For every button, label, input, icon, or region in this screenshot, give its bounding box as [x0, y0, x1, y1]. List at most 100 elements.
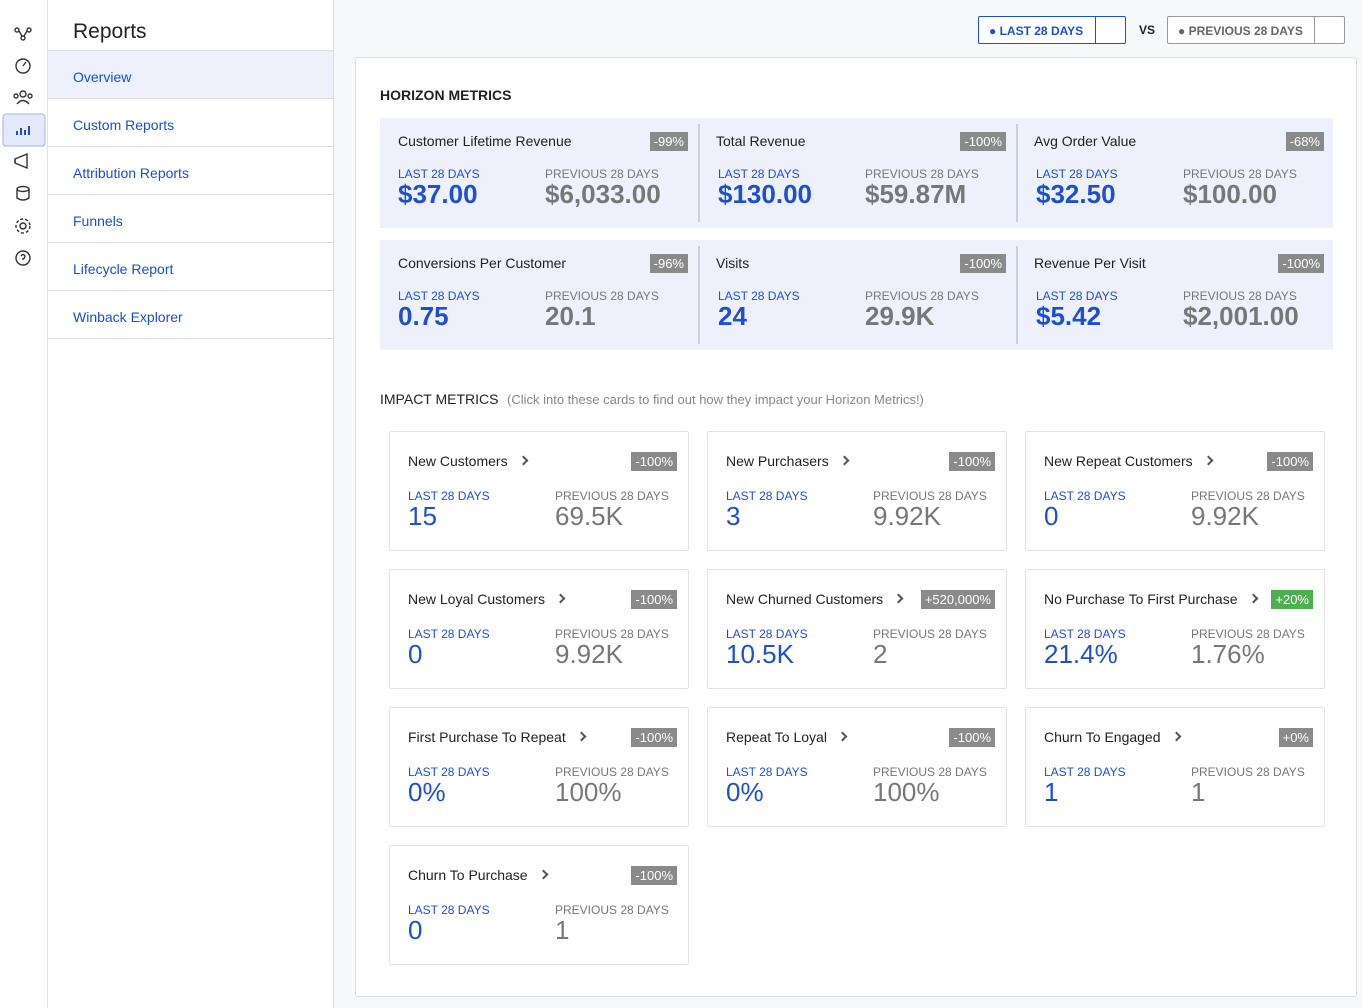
- previous-value: $59.87M: [865, 179, 967, 209]
- horizon-row: [380, 118, 1333, 228]
- nav-item[interactable]: Custom Reports: [48, 99, 333, 147]
- nav-item[interactable]: Winback Explorer: [48, 291, 333, 339]
- nav-item[interactable]: Funnels: [48, 195, 333, 243]
- metric-name: Churn To Engaged: [1044, 729, 1161, 745]
- impact-card[interactable]: New Churned Customers +520,000% LAST 28 DA…: [707, 569, 1007, 689]
- previous-label: PREVIOUS 28 DAYS: [545, 289, 659, 303]
- chevron: [1171, 731, 1182, 742]
- previous-label: PREVIOUS 28 DAYS: [865, 289, 979, 303]
- previous-value: 1: [555, 915, 570, 945]
- current-value: $5.42: [1036, 301, 1102, 331]
- previous-label: PREVIOUS 28 DAYS: [1183, 167, 1297, 181]
- current-label: LAST 28 DAYS: [726, 765, 808, 779]
- change-badge: -100%: [631, 452, 677, 471]
- horizon-card: Avg Order Value -68% LAST 28 DAYS PREVIOUS …: [1016, 124, 1334, 222]
- previous-value: 1: [1191, 777, 1206, 807]
- current-label: LAST 28 DAYS: [408, 903, 490, 917]
- metric-name: Visits: [716, 255, 750, 271]
- change-badge: -100%: [949, 728, 995, 747]
- horizon-card: Visits -100% LAST 28 DAYS PREVIOUS 28 DAYS 2…: [698, 246, 1016, 344]
- inner: LAST 28 DAYS PREVIOUS 28 DAYS $130.00 $59.8…: [700, 118, 1018, 228]
- impact-card[interactable]: No Purchase To First Purchase +20% LAST 28…: [1025, 569, 1325, 689]
- previous-label: PREVIOUS 28 DAYS: [873, 627, 987, 641]
- chevron: [893, 593, 904, 604]
- impact-card[interactable]: New Loyal Customers -100% LAST 28 DAYS PREV…: [389, 569, 689, 689]
- metric-name: New Purchasers: [726, 453, 829, 469]
- impact-card[interactable]: New Purchasers -100% LAST 28 DAYS PREVIOUS …: [707, 431, 1007, 551]
- inner: LAST 28 DAYS PREVIOUS 28 DAYS 0.75 20.1: [380, 240, 698, 350]
- current-value: 0%: [726, 777, 764, 807]
- change-badge: -100%: [631, 728, 677, 747]
- change-badge: -100%: [1267, 452, 1313, 471]
- previous-label: PREVIOUS 28 DAYS: [873, 765, 987, 779]
- impact-card[interactable]: Churn To Engaged +0% LAST 28 DAYS PREVIOUS …: [1025, 707, 1325, 827]
- metric-name: New Repeat Customers: [1044, 453, 1193, 469]
- impact-card[interactable]: First Purchase To Repeat -100% LAST 28 DAY…: [389, 707, 689, 827]
- metric-name: Revenue Per Visit: [1034, 255, 1146, 271]
- calendar-icon: [1095, 17, 1125, 43]
- horizon-card: Customer Lifetime Revenue -99% LAST 28 DAY…: [380, 118, 698, 228]
- current-label: LAST 28 DAYS: [408, 627, 490, 641]
- change-badge: -100%: [1278, 254, 1324, 273]
- sidebar-title: Reports: [73, 20, 147, 43]
- current-label: LAST 28 DAYS: [726, 627, 808, 641]
- change-badge: +20%: [1271, 590, 1313, 609]
- current-label: LAST 28 DAYS: [398, 167, 480, 181]
- nav-item[interactable]: Attribution Reports: [48, 147, 333, 195]
- change-badge: -99%: [649, 132, 688, 151]
- change-badge: -100%: [960, 132, 1006, 151]
- metric-name: First Purchase To Repeat: [408, 729, 566, 745]
- metric-name: Total Revenue: [716, 133, 806, 149]
- current-value: $130.00: [718, 179, 812, 209]
- current-value: 1: [1044, 777, 1059, 807]
- nav-item[interactable]: Lifecycle Report: [48, 243, 333, 291]
- current-label: LAST 28 DAYS: [1036, 167, 1118, 181]
- metric-name: Repeat To Loyal: [726, 729, 827, 745]
- previous-label: PREVIOUS 28 DAYS: [545, 167, 659, 181]
- current-value: 3: [726, 501, 741, 531]
- previous-value: 100%: [555, 777, 622, 807]
- impact-card[interactable]: New Repeat Customers -100% LAST 28 DAYS PRE…: [1025, 431, 1325, 551]
- impact-card[interactable]: Repeat To Loyal -100% LAST 28 DAYS PREVIOUS…: [707, 707, 1007, 827]
- current-value: 21.4%: [1044, 639, 1118, 669]
- change-badge: -100%: [960, 254, 1006, 273]
- section-title: IMPACT METRICS: [380, 391, 499, 407]
- inner: LAST 28 DAYS PREVIOUS 28 DAYS $37.00 $6,033…: [380, 118, 698, 228]
- metric-name: Conversions Per Customer: [398, 255, 567, 271]
- current-label: LAST 28 DAYS: [718, 289, 800, 303]
- previous-value: 9.92K: [873, 501, 941, 531]
- current-value: $37.00: [398, 179, 478, 209]
- metric-name: New Customers: [408, 453, 508, 469]
- previous-value: 69.5K: [555, 501, 623, 531]
- previous-period-button[interactable]: ● PREVIOUS 28 DAYS: [1167, 16, 1345, 44]
- inner: LAST 28 DAYS PREVIOUS 28 DAYS $32.50 $100.0…: [1018, 118, 1336, 228]
- divider: [48, 50, 333, 51]
- chevron: [837, 731, 848, 742]
- previous-value: 1.76%: [1191, 639, 1265, 669]
- impact-card[interactable]: Churn To Purchase -100% LAST 28 DAYS PREVIO…: [389, 845, 689, 965]
- rail-icons: [2, 27, 46, 266]
- impact-card[interactable]: New Customers -100% LAST 28 DAYS PREVIOUS 2…: [389, 431, 689, 551]
- current-value: 15: [408, 501, 437, 531]
- previous-label: PREVIOUS 28 DAYS: [865, 167, 979, 181]
- previous-label: PREVIOUS 28 DAYS: [1191, 489, 1305, 503]
- chevron: [555, 593, 566, 604]
- previous-value: 20.1: [545, 301, 596, 331]
- current-period-button[interactable]: ● LAST 28 DAYS: [978, 16, 1126, 44]
- current-value: 10.5K: [726, 639, 794, 669]
- sidebar: Reports Overview Custom Reports Attributio…: [48, 0, 334, 1008]
- previous-label: PREVIOUS 28 DAYS: [555, 489, 669, 503]
- nav-item[interactable]: Overview: [48, 51, 333, 99]
- chevron: [518, 455, 529, 466]
- current-label: LAST 28 DAYS: [718, 167, 800, 181]
- horizon-card: Conversions Per Customer -96% LAST 28 DAYS…: [380, 240, 698, 350]
- current-value: $32.50: [1036, 179, 1116, 209]
- inner: LAST 28 DAYS PREVIOUS 28 DAYS $5.42 $2,001.…: [1018, 240, 1336, 350]
- button-label: LAST 28 DAYS: [999, 24, 1084, 38]
- current-label: LAST 28 DAYS: [1036, 289, 1118, 303]
- metric-name: New Churned Customers: [726, 591, 884, 607]
- change-badge: -100%: [949, 452, 995, 471]
- current-label: LAST 28 DAYS: [726, 489, 808, 503]
- change-badge: -100%: [631, 866, 677, 885]
